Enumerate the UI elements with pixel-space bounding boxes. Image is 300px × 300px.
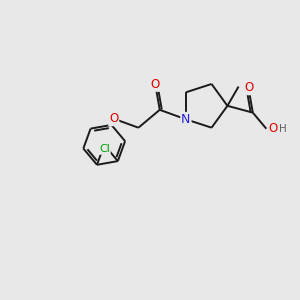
Text: O: O	[268, 122, 278, 135]
Text: O: O	[150, 78, 159, 91]
Text: N: N	[181, 113, 190, 126]
Text: H: H	[279, 124, 287, 134]
Text: O: O	[109, 112, 119, 125]
Text: O: O	[244, 81, 254, 94]
Text: Cl: Cl	[99, 144, 110, 154]
